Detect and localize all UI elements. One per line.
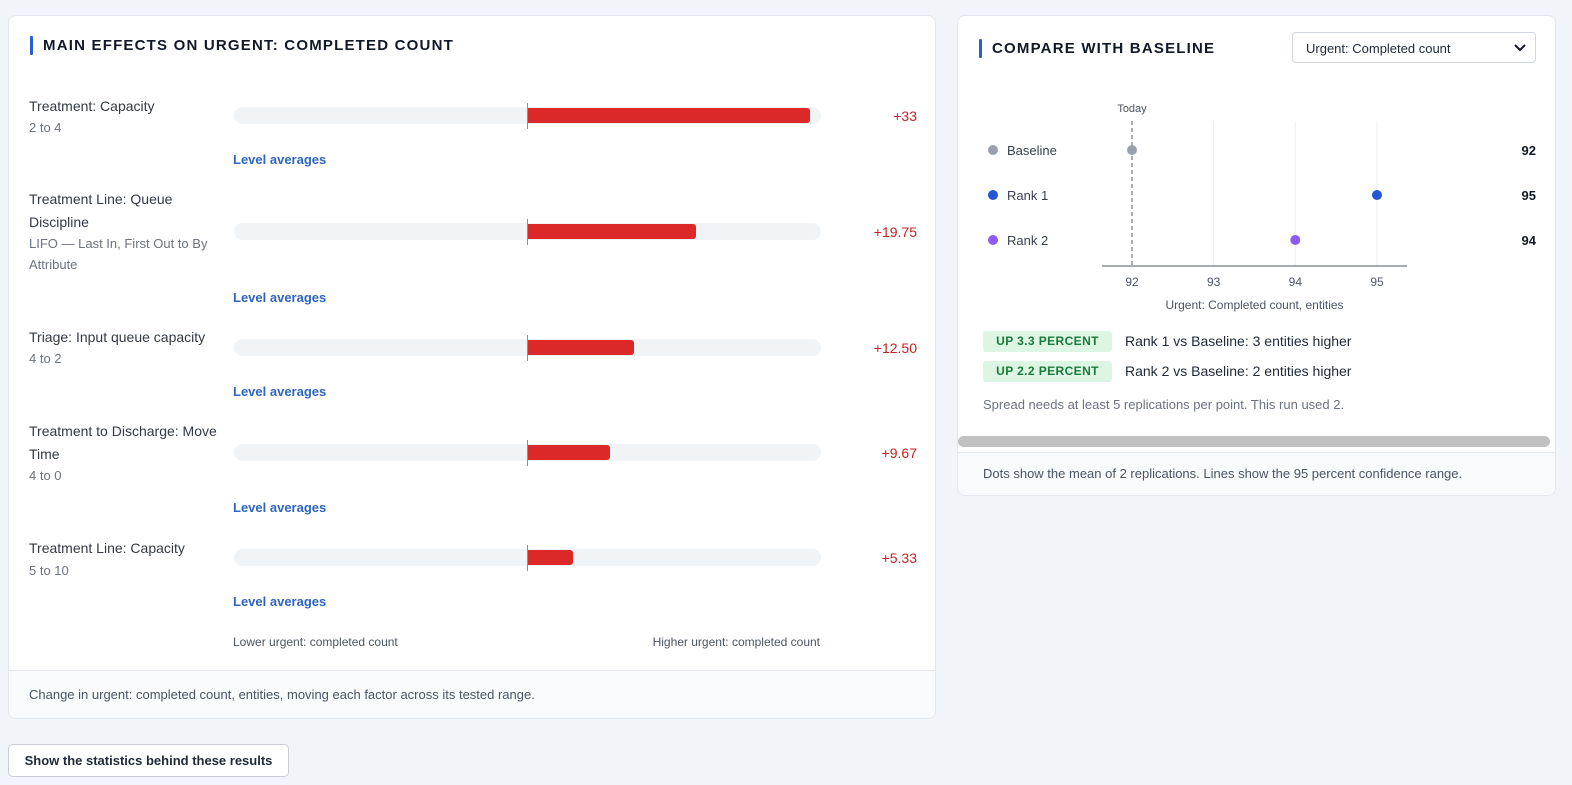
effect-value: +33 bbox=[893, 108, 917, 124]
series-value: 95 bbox=[1522, 188, 1536, 203]
main-effects-footer-text: Change in urgent: completed count, entit… bbox=[29, 687, 535, 702]
legend-dot bbox=[988, 190, 998, 200]
legend-dot bbox=[988, 145, 998, 155]
x-tick-label: 95 bbox=[1370, 275, 1384, 289]
effect-bar bbox=[527, 550, 573, 565]
x-axis-label: Urgent: Completed count, entities bbox=[1165, 298, 1343, 312]
effect-value: +12.50 bbox=[873, 340, 917, 356]
axis-high-label: Higher urgent: completed count bbox=[652, 635, 820, 649]
level-averages-link[interactable]: Level averages bbox=[233, 384, 327, 399]
data-point bbox=[1372, 190, 1382, 200]
effect-bar bbox=[527, 445, 610, 460]
legend-dot bbox=[988, 235, 998, 245]
show-statistics-button[interactable]: Show the statistics behind these results bbox=[8, 744, 289, 777]
main-effects-footer: Change in urgent: completed count, entit… bbox=[9, 670, 935, 718]
effect-value: +9.67 bbox=[881, 445, 917, 461]
factor-name: Triage: Input queue capacity bbox=[29, 329, 206, 345]
x-tick-label: 94 bbox=[1289, 275, 1303, 289]
compare-dot-plot: 92 93 94 95 Urgent: Completed count, entitie… bbox=[988, 103, 1537, 312]
zero-line bbox=[527, 545, 528, 571]
factor-name: Treatment Line: Queue Discipline bbox=[29, 191, 173, 230]
replication-note: Spread needs at least 5 replications per… bbox=[983, 397, 1345, 412]
level-averages-link[interactable]: Level averages bbox=[233, 500, 327, 515]
axis-low-label: Lower urgent: completed count bbox=[233, 635, 398, 649]
comparison-text: Rank 2 vs Baseline: 2 entities higher bbox=[1125, 363, 1352, 379]
level-averages-link[interactable]: Level averages bbox=[233, 152, 327, 167]
series-value: 92 bbox=[1522, 143, 1536, 158]
factor-range: 4 to 0 bbox=[29, 468, 62, 483]
effect-value: +5.33 bbox=[881, 550, 917, 566]
main-effects-card: MAIN EFFECTS ON URGENT: COMPLETED COUNT … bbox=[8, 15, 936, 719]
factor-range: 5 to 10 bbox=[29, 563, 69, 578]
effect-bar bbox=[527, 340, 635, 355]
data-point bbox=[1127, 145, 1137, 155]
factor-name: Treatment Line: Capacity bbox=[29, 540, 185, 556]
series-name: Rank 1 bbox=[1007, 188, 1048, 203]
zero-line bbox=[527, 440, 528, 466]
zero-line bbox=[527, 335, 528, 361]
series-value: 94 bbox=[1522, 233, 1537, 248]
main-effects-title: MAIN EFFECTS ON URGENT: COMPLETED COUNT bbox=[30, 36, 454, 55]
comparison-badge: UP 3.3 PERCENT bbox=[983, 331, 1112, 352]
effect-bar bbox=[527, 108, 810, 123]
factor-range: LIFO — Last In, First Out to By Attribut… bbox=[29, 236, 208, 272]
x-tick-label: 93 bbox=[1207, 275, 1221, 289]
factor-name: Treatment to Discharge: Move Time bbox=[29, 423, 217, 462]
level-averages-link[interactable]: Level averages bbox=[233, 594, 327, 609]
factor-range: 2 to 4 bbox=[29, 120, 62, 135]
data-point bbox=[1290, 235, 1301, 245]
x-tick-label: 92 bbox=[1125, 275, 1139, 289]
compare-card: COMPARE WITH BASELINE Urgent: Completed … bbox=[957, 15, 1556, 496]
horizontal-scrollbar[interactable] bbox=[958, 436, 1550, 447]
compare-footer-text: Dots show the mean of 2 replications. Li… bbox=[983, 466, 1463, 481]
series-name: Baseline bbox=[1007, 143, 1057, 158]
factor-name: Treatment: Capacity bbox=[29, 98, 155, 114]
effect-value: +19.75 bbox=[873, 224, 917, 240]
comparison-text: Rank 1 vs Baseline: 3 entities higher bbox=[1125, 333, 1352, 349]
zero-line bbox=[527, 103, 528, 129]
chevron-down-icon bbox=[1514, 44, 1526, 52]
compare-footer: Dots show the mean of 2 replications. Li… bbox=[958, 452, 1555, 495]
effect-bar bbox=[527, 224, 697, 239]
today-label: Today bbox=[1117, 103, 1147, 115]
series-name: Rank 2 bbox=[1007, 233, 1048, 248]
metric-select-value: Urgent: Completed count bbox=[1306, 41, 1451, 56]
comparison-badge: UP 2.2 PERCENT bbox=[983, 361, 1112, 382]
zero-line bbox=[527, 219, 528, 245]
metric-select[interactable]: Urgent: Completed count bbox=[1292, 32, 1536, 63]
compare-title: COMPARE WITH BASELINE bbox=[978, 39, 1216, 58]
factor-range: 4 to 2 bbox=[29, 351, 62, 366]
level-averages-link[interactable]: Level averages bbox=[233, 290, 327, 305]
